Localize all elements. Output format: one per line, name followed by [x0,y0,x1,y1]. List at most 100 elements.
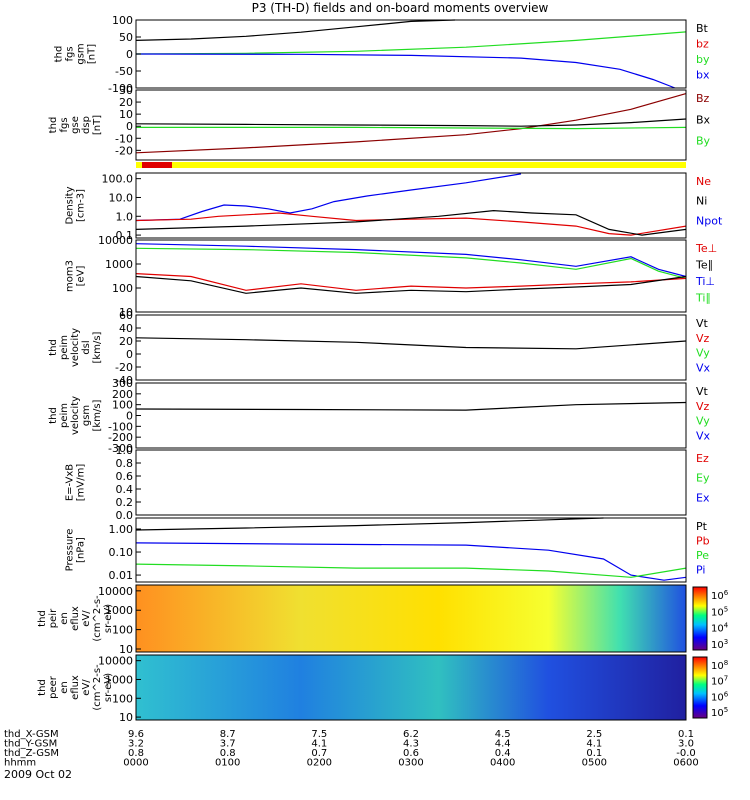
ylabel-line: thd [48,339,59,356]
ylabel-line: Pressure [65,529,76,572]
ytick-label: 0.8 [116,457,134,470]
ylabel-line: peir [48,608,59,628]
ytick-label: 10 [119,108,133,121]
legend-entry: by [696,53,710,66]
series-Ti∥ [135,247,687,279]
series-Pt [135,517,604,531]
legend-entry: Ez [696,452,709,465]
ytick-label: 1000 [105,604,133,617]
xaxis-value: 0.7 [311,748,327,759]
xaxis-value: 3.2 [128,739,144,750]
ylabel-line: thd [37,679,48,696]
legend-entry: Vz [696,400,710,413]
ytick-label: -20 [115,361,133,374]
ytick-label: 100.0 [102,173,134,186]
series-Vt [135,337,687,350]
xaxis-value: 0000 [123,758,148,769]
xaxis-value: 3.7 [220,739,236,750]
legend-entry: Ni [696,195,707,208]
series-Ne [135,212,687,236]
ylabel-line: [nT] [92,115,103,135]
ylabel-line: (cm^2-s- [92,595,103,642]
ytick-label: 0 [126,410,133,423]
ytick-label: 0 [126,348,133,361]
ylabel-line: (cm^2-s- [92,664,103,711]
ylabel-line: [nT] [87,44,98,64]
ytick-label: 300 [112,377,133,390]
legend-entry: Ti∥ [695,292,711,305]
legend-entry: bx [696,69,710,82]
ytick-label: 1.0 [116,444,134,457]
xaxis-value: 0600 [673,758,698,769]
xaxis-value: 0.8 [220,748,236,759]
panel-frame [135,172,687,239]
panel-p10: 108 107 106 105 10000 1000 100 10 thd peer en eflux… [37,654,729,724]
xaxis-value: 0400 [490,758,515,769]
legend-entry: Vt [696,385,709,398]
ytick-label: 10000 [98,234,133,247]
legend-entry: bz [696,38,709,51]
ytick-label: 0.01 [109,569,134,582]
colorbar-tick: 106 [711,690,729,703]
legend-entry: Vt [696,317,709,330]
xaxis-value: 0300 [398,758,423,769]
ytick-label: 60 [119,309,133,322]
colorbar-tick: 104 [711,622,729,635]
legend-entry: Bx [696,113,711,126]
ytick-label: 30 [119,84,133,97]
ylabel-line: eV/ [81,610,92,627]
panel-p9: 106 105 104 103 10000 1000 100 10 thd peir en eflux… [37,584,729,656]
ylabel-line: thd [48,407,59,424]
series-Pi [135,542,687,581]
series-Te∥ [135,275,687,294]
series-bx [135,53,676,89]
panel-frame [135,314,687,381]
panel-frame [135,517,687,583]
ytick-label: 0 [126,120,133,133]
ylabel-line: gsm [76,43,87,64]
ytick-label: 40 [119,322,133,335]
ytick-label: 50 [119,31,133,44]
xaxis-row-label: thd_Z-GSM [4,748,59,759]
xaxis-value: -0.0 [676,748,696,759]
series-Bx [135,118,687,127]
colorbar-tick: 108 [711,659,728,672]
ylabel-line: gse [70,116,81,134]
ytick-label: 10000 [98,585,133,598]
ylabel-line: mom3 [65,260,76,292]
spectrogram [136,585,686,652]
ylabel-line: dsp [81,116,92,134]
series-Ni [135,209,687,236]
series-Npot [135,173,522,222]
colorbar [692,656,708,719]
ylabel-line: sr-eV) [103,604,114,633]
ytick-label: 100 [112,14,133,27]
xaxis-value: 0200 [307,758,332,769]
x-axis-table: thd_X-GSM 9.6 8.7 7.5 6.2 4.5 2.5 0.1 thd_Y-GSM 3… [4,729,699,769]
date-label: 2009 Oct 02 [4,768,72,781]
ylabel-line: en [59,612,70,625]
legend-entry: Vx [696,429,711,442]
ytick-label: 20 [119,335,133,348]
ytick-label: -40 [115,374,133,387]
ytick-label: 0.4 [116,483,134,496]
ylabel-line: thd [37,610,48,627]
xaxis-value: 7.5 [311,729,327,740]
status-bar-yellow [136,162,686,168]
ytick-label: 200 [112,388,133,401]
series-Te⊥ [135,273,687,291]
panel-frame [135,584,687,653]
xaxis-value: 0.4 [495,748,511,759]
legend-entry: Ne [696,175,711,188]
legend-entry: Te∥ [695,259,713,272]
ylabel-line: eflux [70,675,81,700]
ytick-label: 20 [119,96,133,109]
legend-entry: Te⊥ [695,242,717,255]
ylabel-line: thd [54,46,65,63]
legend-entry: Pe [696,549,709,562]
xaxis-value: 0.1 [678,729,694,740]
colorbar [692,586,708,651]
ylabel-line: [nPa] [76,537,87,563]
